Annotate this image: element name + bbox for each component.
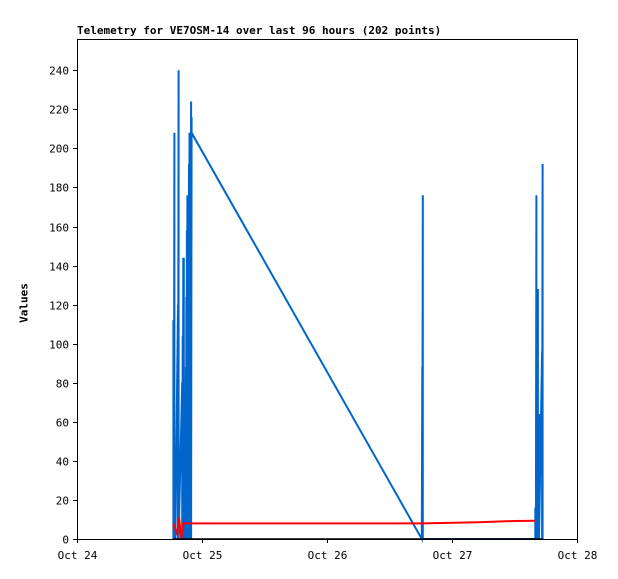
y-tick-label: 20	[56, 495, 69, 508]
x-tick-label: Oct 25	[183, 549, 223, 562]
x-tick-label: Oct 24	[58, 549, 98, 562]
y-tick-label: 220	[49, 104, 69, 117]
y-tick-label: 120	[49, 300, 69, 313]
y-tick-label: 60	[56, 417, 69, 430]
series-layer	[172, 70, 544, 543]
y-tick-label: 200	[49, 143, 69, 156]
x-tick-label: Oct 28	[558, 549, 598, 562]
y-tick-label: 160	[49, 222, 69, 235]
y-tick-label: 100	[49, 339, 69, 352]
y-tick-label: 0	[62, 534, 69, 547]
y-tick-label: 140	[49, 261, 69, 274]
x-axis: Oct 24 Oct 25 Oct 26 Oct 27 Oct 28	[58, 539, 598, 562]
plot-frame	[77, 39, 578, 540]
x-tick-label: Oct 27	[433, 549, 473, 562]
y-tick-label: 240	[49, 65, 69, 78]
y-tick-label: 180	[49, 182, 69, 195]
series-line-1	[172, 70, 544, 543]
x-tick-label: Oct 26	[308, 549, 348, 562]
y-tick-label: 80	[56, 378, 69, 391]
chart-title: Telemetry for VE7OSM-14 over last 96 hou…	[77, 24, 442, 37]
y-axis: 0 20 40 60 80 100 120 140 160 180 200 220 240	[49, 65, 77, 547]
y-tick-label: 40	[56, 456, 69, 469]
series-line-2	[172, 517, 536, 540]
